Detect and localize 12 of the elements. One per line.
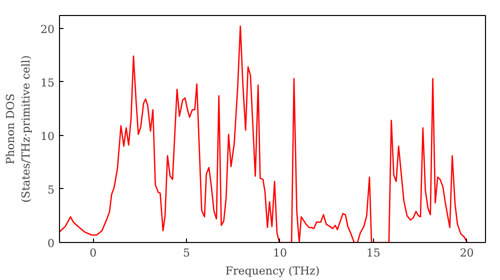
y-tick-label: 10 — [40, 130, 55, 143]
x-tick-label: 15 — [366, 246, 380, 260]
x-tick-label: 20 — [460, 246, 474, 260]
x-tick-label: 5 — [183, 246, 190, 260]
x-tick-label: 10 — [272, 246, 287, 260]
y-axis-title: Phonon DOS (States/THz·primitive cell) — [4, 55, 33, 203]
y-tick-label: 15 — [40, 76, 55, 90]
y-tick-label: 20 — [40, 22, 55, 36]
x-tick-label: 0 — [90, 246, 97, 260]
y-tick-label: 0 — [48, 237, 54, 250]
x-axis-title: Frequency (THz) — [225, 264, 320, 278]
y-tick-label: 5 — [48, 183, 54, 196]
